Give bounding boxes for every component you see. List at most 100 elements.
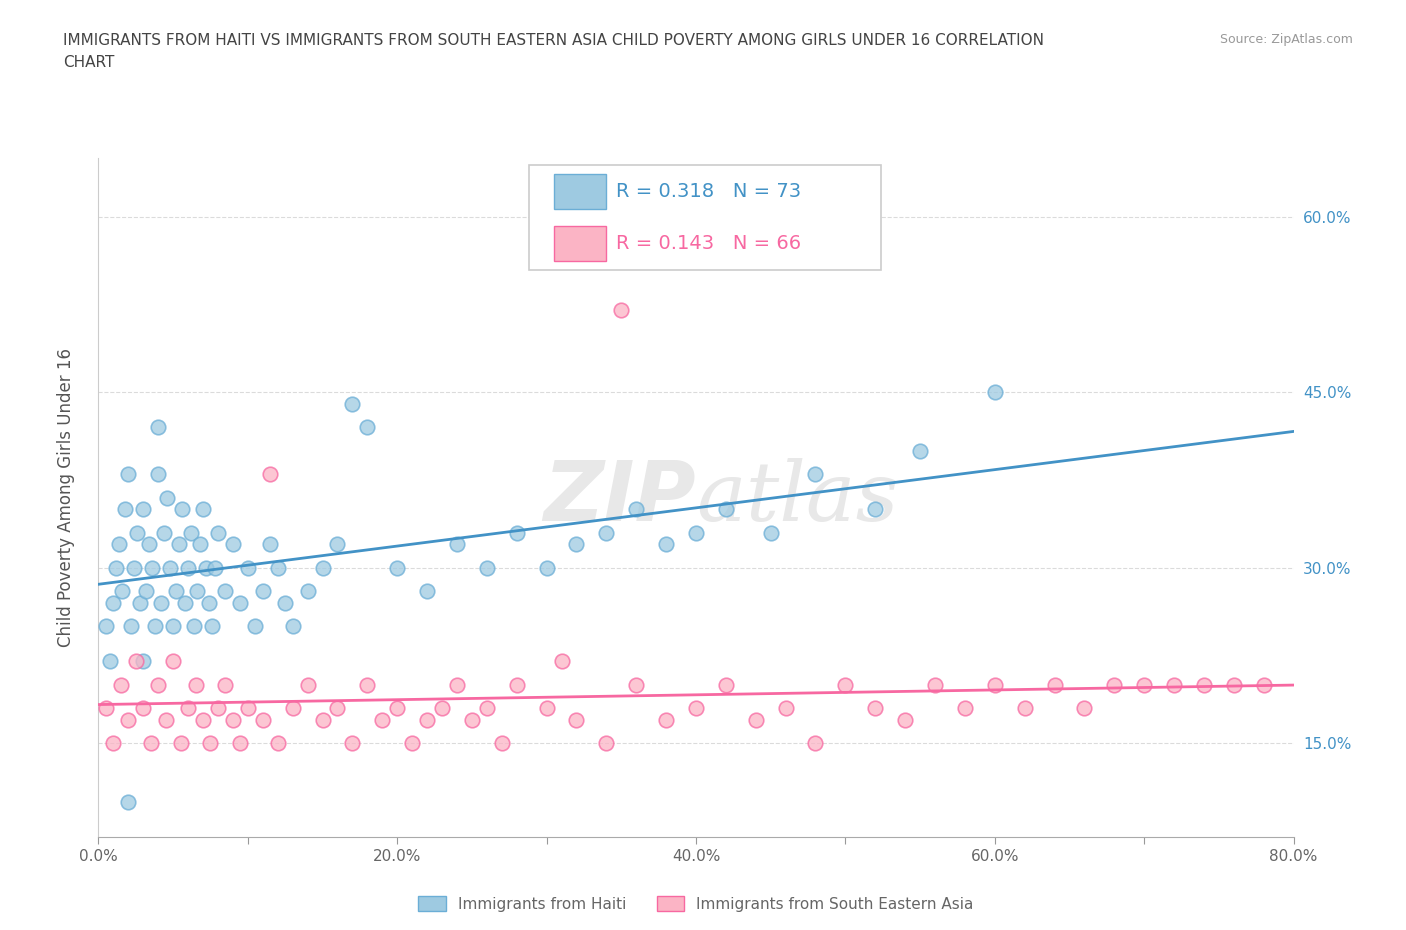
Point — [236, 561, 259, 576]
Text: R = 0.143   N = 66: R = 0.143 N = 66 — [616, 234, 801, 253]
Point — [186, 584, 208, 599]
Point — [252, 712, 274, 727]
Point — [207, 525, 229, 540]
Point — [138, 537, 160, 551]
Point — [148, 677, 170, 692]
Point — [1014, 701, 1036, 716]
Point — [148, 419, 170, 434]
Point — [132, 654, 155, 669]
Point — [172, 502, 194, 517]
Point — [356, 677, 378, 692]
Point — [356, 419, 378, 434]
Point — [1104, 677, 1126, 692]
Point — [267, 736, 290, 751]
Point — [222, 712, 245, 727]
Point — [236, 701, 259, 716]
Point — [385, 561, 409, 576]
Point — [229, 736, 252, 751]
FancyBboxPatch shape — [554, 226, 606, 261]
Point — [311, 712, 333, 727]
Point — [685, 701, 707, 716]
Point — [129, 595, 152, 610]
Point — [865, 701, 887, 716]
Point — [342, 736, 364, 751]
Point — [103, 736, 125, 751]
Point — [685, 525, 707, 540]
Legend: Immigrants from Haiti, Immigrants from South Eastern Asia: Immigrants from Haiti, Immigrants from S… — [412, 889, 980, 918]
Point — [475, 701, 498, 716]
FancyBboxPatch shape — [554, 174, 606, 209]
Point — [125, 654, 148, 669]
Point — [156, 490, 179, 505]
Point — [191, 712, 214, 727]
Point — [565, 712, 588, 727]
Point — [117, 467, 139, 482]
Point — [111, 584, 134, 599]
Point — [297, 677, 319, 692]
Point — [506, 677, 529, 692]
Point — [100, 654, 122, 669]
Point — [401, 736, 423, 751]
Point — [180, 525, 202, 540]
Point — [326, 537, 349, 551]
Point — [297, 584, 319, 599]
Point — [184, 677, 207, 692]
Point — [475, 561, 498, 576]
Point — [714, 502, 737, 517]
Point — [214, 677, 236, 692]
Point — [135, 584, 157, 599]
Point — [326, 701, 349, 716]
Point — [229, 595, 252, 610]
Point — [159, 561, 181, 576]
Point — [984, 677, 1007, 692]
Point — [222, 537, 245, 551]
Point — [259, 537, 281, 551]
Point — [117, 712, 139, 727]
Point — [195, 561, 218, 576]
Point — [626, 502, 648, 517]
Point — [775, 701, 797, 716]
Point — [745, 712, 768, 727]
Point — [259, 467, 281, 482]
Point — [204, 561, 226, 576]
Point — [1163, 677, 1185, 692]
Point — [103, 595, 125, 610]
Text: IMMIGRANTS FROM HAITI VS IMMIGRANTS FROM SOUTH EASTERN ASIA CHILD POVERTY AMONG : IMMIGRANTS FROM HAITI VS IMMIGRANTS FROM… — [63, 33, 1045, 70]
Point — [804, 736, 827, 751]
Point — [148, 467, 170, 482]
Point — [191, 502, 214, 517]
Text: R = 0.318   N = 73: R = 0.318 N = 73 — [616, 182, 801, 201]
Point — [565, 537, 588, 551]
Point — [655, 537, 678, 551]
Point — [127, 525, 149, 540]
Point — [446, 537, 468, 551]
Point — [132, 701, 155, 716]
Point — [139, 736, 162, 751]
Point — [506, 525, 529, 540]
Point — [177, 561, 200, 576]
Point — [865, 502, 887, 517]
Point — [834, 677, 856, 692]
Point — [281, 701, 304, 716]
Point — [595, 736, 617, 751]
Text: atlas: atlas — [696, 458, 898, 538]
Point — [143, 618, 166, 633]
Point — [1133, 677, 1156, 692]
Point — [953, 701, 976, 716]
Point — [169, 736, 191, 751]
Point — [550, 654, 572, 669]
Point — [201, 618, 224, 633]
Point — [162, 618, 184, 633]
Point — [924, 677, 946, 692]
Point — [245, 618, 267, 633]
Point — [177, 701, 200, 716]
FancyBboxPatch shape — [529, 165, 882, 270]
Point — [610, 303, 633, 318]
Point — [759, 525, 782, 540]
Point — [252, 584, 274, 599]
Point — [105, 561, 128, 576]
Point — [153, 525, 176, 540]
Point — [155, 712, 177, 727]
Point — [117, 794, 139, 809]
Point — [141, 561, 163, 576]
